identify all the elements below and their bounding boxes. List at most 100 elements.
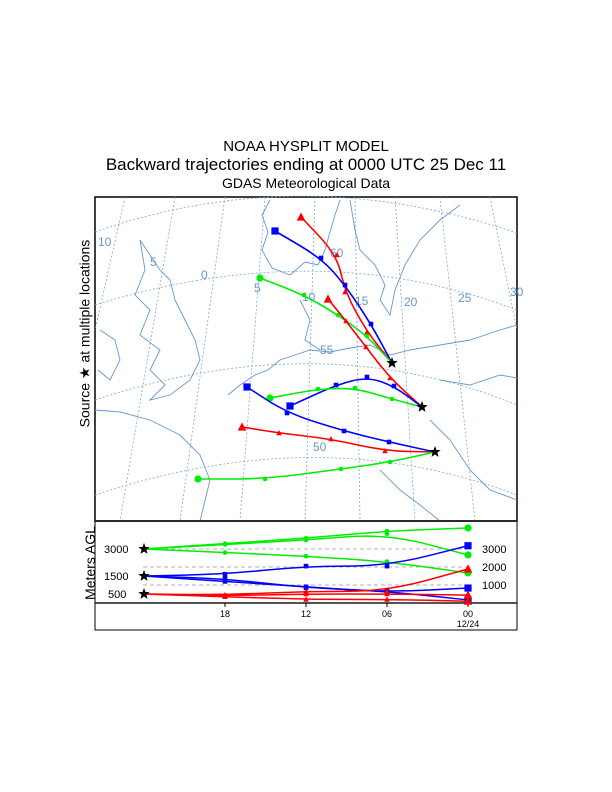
- lon-label: 30: [510, 285, 524, 299]
- triangle-marker-icon: [328, 436, 334, 442]
- time-tick-label: 18: [220, 609, 230, 619]
- trajectory: [256, 274, 393, 364]
- plot-subtitle: Backward trajectories ending at 0000 UTC…: [105, 155, 507, 174]
- triangle-marker-icon: [343, 318, 349, 324]
- source-star-icon: [429, 446, 441, 457]
- square-marker-icon: [341, 428, 347, 434]
- triangle-marker-icon: [222, 593, 228, 599]
- square-marker-icon: [286, 402, 294, 410]
- circle-marker-icon: [262, 476, 268, 482]
- triangle-marker-icon: [387, 375, 393, 381]
- lon-label: 0: [201, 268, 208, 282]
- source-star-icon: [416, 401, 428, 412]
- start-height-label: 1500: [104, 571, 128, 583]
- square-marker-icon: [222, 571, 228, 577]
- circle-marker-icon: [338, 466, 344, 472]
- circle-marker-icon: [384, 531, 390, 536]
- triangle-marker-icon: [296, 212, 306, 221]
- time-tick-label: 12: [301, 609, 311, 619]
- circle-marker-icon: [194, 475, 202, 483]
- triangle-marker-icon: [303, 591, 309, 597]
- start-height-label: 3000: [104, 544, 128, 556]
- circle-marker-icon: [464, 551, 472, 559]
- height-profile: [143, 593, 473, 605]
- circle-marker-icon: [464, 524, 472, 532]
- triangle-marker-icon: [237, 422, 247, 431]
- lat-label: 55: [320, 343, 334, 357]
- triangle-marker-icon: [382, 448, 388, 454]
- map-panel: 10 5 0 5 10 15 20 25 30 60 55 50: [94, 195, 524, 522]
- triangle-marker-icon: [384, 588, 390, 594]
- trajectory-line: [269, 387, 423, 408]
- height-profile: [143, 542, 472, 577]
- square-marker-icon: [333, 382, 339, 388]
- met-data-label: GDAS Meteorological Data: [221, 175, 391, 191]
- triangle-marker-icon: [303, 588, 309, 594]
- triangle-marker-icon: [342, 289, 348, 295]
- source-star-icon: [138, 570, 150, 581]
- circle-marker-icon: [222, 542, 228, 547]
- square-marker-icon: [303, 563, 309, 569]
- height-profile: [143, 531, 472, 559]
- trajectory-line: [259, 277, 393, 364]
- trajectory: [323, 294, 423, 408]
- square-marker-icon: [364, 374, 370, 380]
- circle-marker-icon: [303, 553, 309, 559]
- square-marker-icon: [342, 282, 348, 288]
- trajectory-line: [198, 451, 436, 480]
- coastlines: [94, 199, 518, 522]
- profile-line: [143, 548, 469, 574]
- circle-marker-icon: [315, 386, 321, 392]
- circle-marker-icon: [364, 333, 370, 339]
- circle-marker-icon: [387, 459, 393, 465]
- lon-label: 10: [98, 235, 112, 249]
- trajectory: [237, 422, 436, 454]
- model-title: NOAA HYSPLIT MODEL: [223, 138, 389, 155]
- triangle-marker-icon: [384, 591, 390, 597]
- square-marker-icon: [271, 227, 279, 235]
- lon-label: 25: [458, 291, 472, 305]
- right-tick-label: 1000: [482, 580, 506, 592]
- triangle-marker-icon: [276, 430, 282, 436]
- lon-label: 20: [404, 295, 418, 309]
- square-marker-icon: [464, 542, 472, 550]
- square-marker-icon: [368, 321, 374, 327]
- square-marker-icon: [303, 585, 309, 590]
- right-tick-label: 2000: [482, 562, 506, 574]
- profile-line: [143, 575, 469, 601]
- triangle-marker-icon: [384, 596, 390, 602]
- profile-line: [143, 535, 469, 556]
- triangle-marker-icon: [363, 344, 369, 350]
- start-height-label: 500: [108, 589, 126, 601]
- source-star-icon: [138, 588, 150, 599]
- circle-marker-icon: [301, 292, 307, 298]
- circle-marker-icon: [222, 550, 228, 555]
- lon-label: 5: [254, 281, 261, 295]
- triangle-marker-icon: [334, 252, 340, 258]
- square-marker-icon: [384, 563, 390, 569]
- source-star-icon: [138, 543, 150, 554]
- lon-label: 15: [355, 294, 369, 308]
- trajectory: [266, 385, 423, 408]
- square-marker-icon: [222, 576, 228, 581]
- square-marker-icon: [391, 383, 397, 389]
- triangle-marker-icon: [463, 590, 473, 599]
- trajectory-line: [327, 298, 423, 408]
- circle-marker-icon: [266, 394, 274, 402]
- square-marker-icon: [318, 255, 324, 261]
- triangle-marker-icon: [323, 294, 333, 303]
- trajectory-line: [246, 386, 436, 453]
- profile-line: [143, 545, 469, 577]
- time-tick-label: 00: [463, 609, 473, 619]
- trajectory-line: [274, 230, 393, 364]
- circle-marker-icon: [389, 396, 395, 402]
- lon-label: 5: [150, 255, 157, 269]
- square-marker-icon: [284, 410, 290, 416]
- circle-marker-icon: [303, 537, 309, 543]
- triangle-marker-icon: [364, 329, 370, 335]
- trajectory: [194, 451, 436, 483]
- map-frame: [94, 196, 518, 522]
- graticule: [94, 195, 518, 522]
- trajectory: [243, 383, 436, 453]
